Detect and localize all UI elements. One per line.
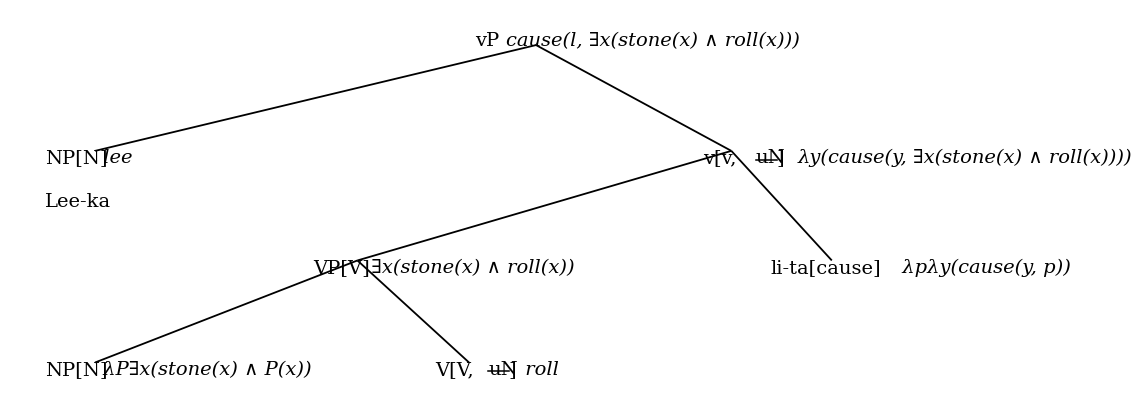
Text: Lee-ka: Lee-ka [44,192,110,210]
Text: lee: lee [97,149,133,167]
Text: v[v,: v[v, [704,149,743,167]
Text: λpλy(cause(y, p)): λpλy(cause(y, p)) [896,258,1071,276]
Text: λy(cause(y, ∃x(stone(x) ∧ roll(x)))): λy(cause(y, ∃x(stone(x) ∧ roll(x)))) [797,149,1132,167]
Text: vP: vP [475,32,499,50]
Text: ]: ] [509,360,517,378]
Text: uN: uN [487,360,517,378]
Text: uN: uN [756,149,786,167]
Text: cause(l, ∃x(stone(x) ∧ roll(x))): cause(l, ∃x(stone(x) ∧ roll(x))) [506,32,800,50]
Text: V[V,: V[V, [435,360,481,378]
Text: roll: roll [519,360,559,378]
Text: ∃x(stone(x) ∧ roll(x)): ∃x(stone(x) ∧ roll(x)) [366,258,575,276]
Text: NP[N]: NP[N] [44,360,107,378]
Text: VP[V]: VP[V] [313,258,369,276]
Text: ]: ] [777,149,790,167]
Text: li-ta[cause]: li-ta[cause] [770,258,882,276]
Text: NP[N]: NP[N] [44,149,107,167]
Text: λP∃x(stone(x) ∧ P(x)): λP∃x(stone(x) ∧ P(x)) [97,360,312,378]
